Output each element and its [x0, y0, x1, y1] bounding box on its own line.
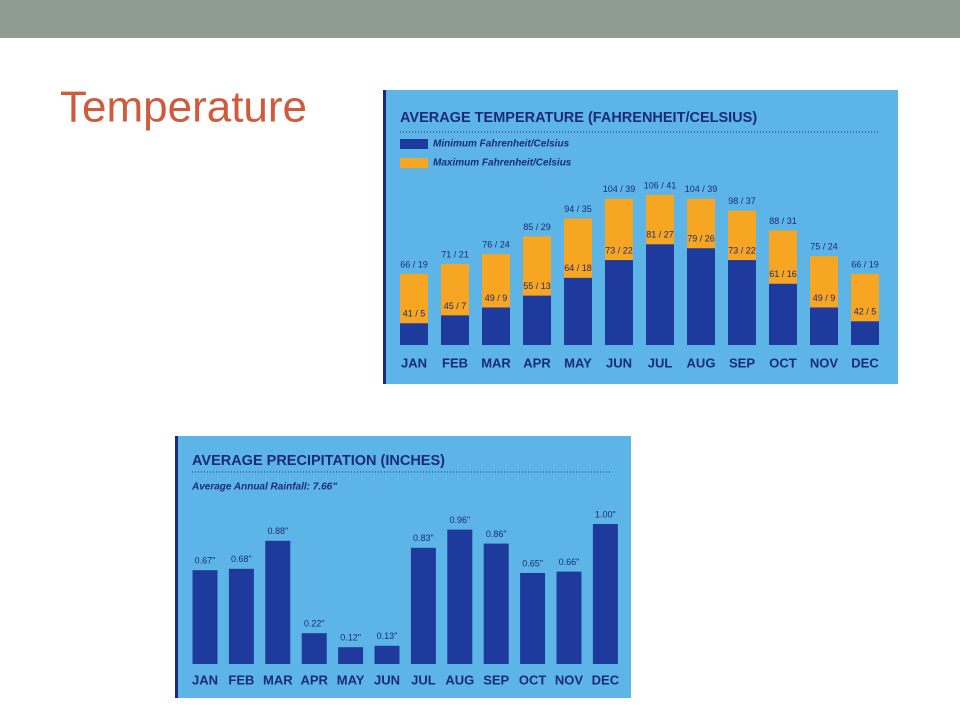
- month-label: DEC: [592, 672, 620, 687]
- value-label: 64 / 18: [564, 263, 592, 273]
- bar: [605, 260, 633, 345]
- chart-border: [175, 436, 178, 698]
- month-label: MAY: [564, 355, 592, 370]
- bar: [592, 524, 618, 664]
- month-label: JUL: [411, 672, 436, 687]
- bar: [410, 547, 436, 664]
- bar: [338, 647, 364, 664]
- month-label: MAR: [481, 355, 511, 370]
- legend-label: Maximum Fahrenheit/Celsius: [433, 158, 572, 169]
- value-label: 81 / 27: [646, 230, 674, 240]
- bar: [265, 540, 291, 664]
- bar: [851, 321, 879, 345]
- value-label: 55 / 13: [523, 281, 551, 291]
- value-label: 98 / 37: [728, 196, 756, 206]
- value-label: 49 / 9: [813, 293, 836, 303]
- month-label: JUN: [606, 355, 632, 370]
- value-label: 0.86": [486, 529, 507, 539]
- value-label: 1.00": [595, 509, 616, 519]
- value-label: 75 / 24: [810, 242, 838, 252]
- bar: [523, 295, 551, 345]
- month-label: SEP: [483, 672, 509, 687]
- value-label: 79 / 26: [687, 234, 715, 244]
- value-label: 94 / 35: [564, 204, 592, 214]
- value-label: 41 / 5: [403, 309, 426, 319]
- value-label: 0.67": [195, 556, 216, 566]
- slide-title: Temperature: [60, 83, 307, 132]
- value-label: 88 / 31: [769, 216, 797, 226]
- value-label: 104 / 39: [685, 184, 718, 194]
- month-label: NOV: [555, 672, 584, 687]
- value-label: 73 / 22: [728, 245, 756, 255]
- chart-title: AVERAGE TEMPERATURE (FAHRENHEIT/CELSIUS): [400, 110, 757, 126]
- bar: [520, 573, 546, 664]
- month-label: JUL: [648, 355, 673, 370]
- value-label: 66 / 19: [400, 259, 428, 269]
- value-label: 76 / 24: [482, 240, 510, 250]
- month-label: FEB: [442, 355, 468, 370]
- value-label: 73 / 22: [605, 245, 633, 255]
- bar: [228, 568, 254, 664]
- value-label: 45 / 7: [444, 301, 467, 311]
- bar: [810, 307, 838, 345]
- value-label: 42 / 5: [854, 307, 877, 317]
- bar: [483, 543, 509, 664]
- bar: [374, 645, 400, 664]
- month-label: APR: [300, 672, 328, 687]
- value-label: 71 / 21: [441, 249, 469, 259]
- legend-swatch: [400, 139, 428, 149]
- month-label: NOV: [810, 355, 839, 370]
- month-label: MAY: [337, 672, 365, 687]
- value-label: 85 / 29: [523, 222, 551, 232]
- bar: [441, 315, 469, 345]
- chart-subtitle: Average Annual Rainfall: 7.66": [191, 482, 337, 493]
- bar: [728, 260, 756, 345]
- month-label: SEP: [729, 355, 755, 370]
- value-label: 0.65": [522, 558, 543, 568]
- top-band: [0, 0, 960, 38]
- chart-border: [383, 90, 386, 384]
- bar: [447, 529, 473, 664]
- month-label: APR: [523, 355, 551, 370]
- bar: [556, 571, 582, 664]
- month-label: AUG: [687, 355, 716, 370]
- month-label: JAN: [192, 672, 218, 687]
- value-label: 0.66": [559, 557, 580, 567]
- bar: [646, 244, 674, 345]
- value-label: 0.83": [413, 533, 434, 543]
- month-label: DEC: [851, 355, 879, 370]
- bar: [482, 307, 510, 345]
- legend-swatch: [400, 158, 428, 168]
- value-label: 106 / 41: [644, 180, 677, 190]
- legend-label: Minimum Fahrenheit/Celsius: [433, 139, 570, 150]
- month-label: AUG: [445, 672, 474, 687]
- month-label: OCT: [519, 672, 547, 687]
- value-label: 0.22": [304, 619, 325, 629]
- value-label: 0.13": [377, 631, 398, 641]
- chart-title: AVERAGE PRECIPITATION (INCHES): [192, 453, 445, 469]
- value-label: 0.96": [449, 515, 470, 525]
- value-label: 49 / 9: [485, 293, 508, 303]
- month-label: OCT: [769, 355, 797, 370]
- value-label: 61 / 16: [769, 269, 797, 279]
- month-label: FEB: [228, 672, 254, 687]
- value-label: 0.88": [267, 526, 288, 536]
- month-label: JAN: [401, 355, 427, 370]
- bar: [769, 283, 797, 345]
- bar: [400, 323, 428, 345]
- bar: [687, 248, 715, 345]
- value-label: 0.12": [340, 633, 361, 643]
- month-label: JUN: [374, 672, 400, 687]
- month-label: MAR: [263, 672, 293, 687]
- value-label: 66 / 19: [851, 259, 879, 269]
- value-label: 0.68": [231, 554, 252, 564]
- bar: [564, 277, 592, 345]
- bar: [192, 570, 218, 664]
- value-label: 104 / 39: [603, 184, 636, 194]
- bar: [301, 633, 327, 664]
